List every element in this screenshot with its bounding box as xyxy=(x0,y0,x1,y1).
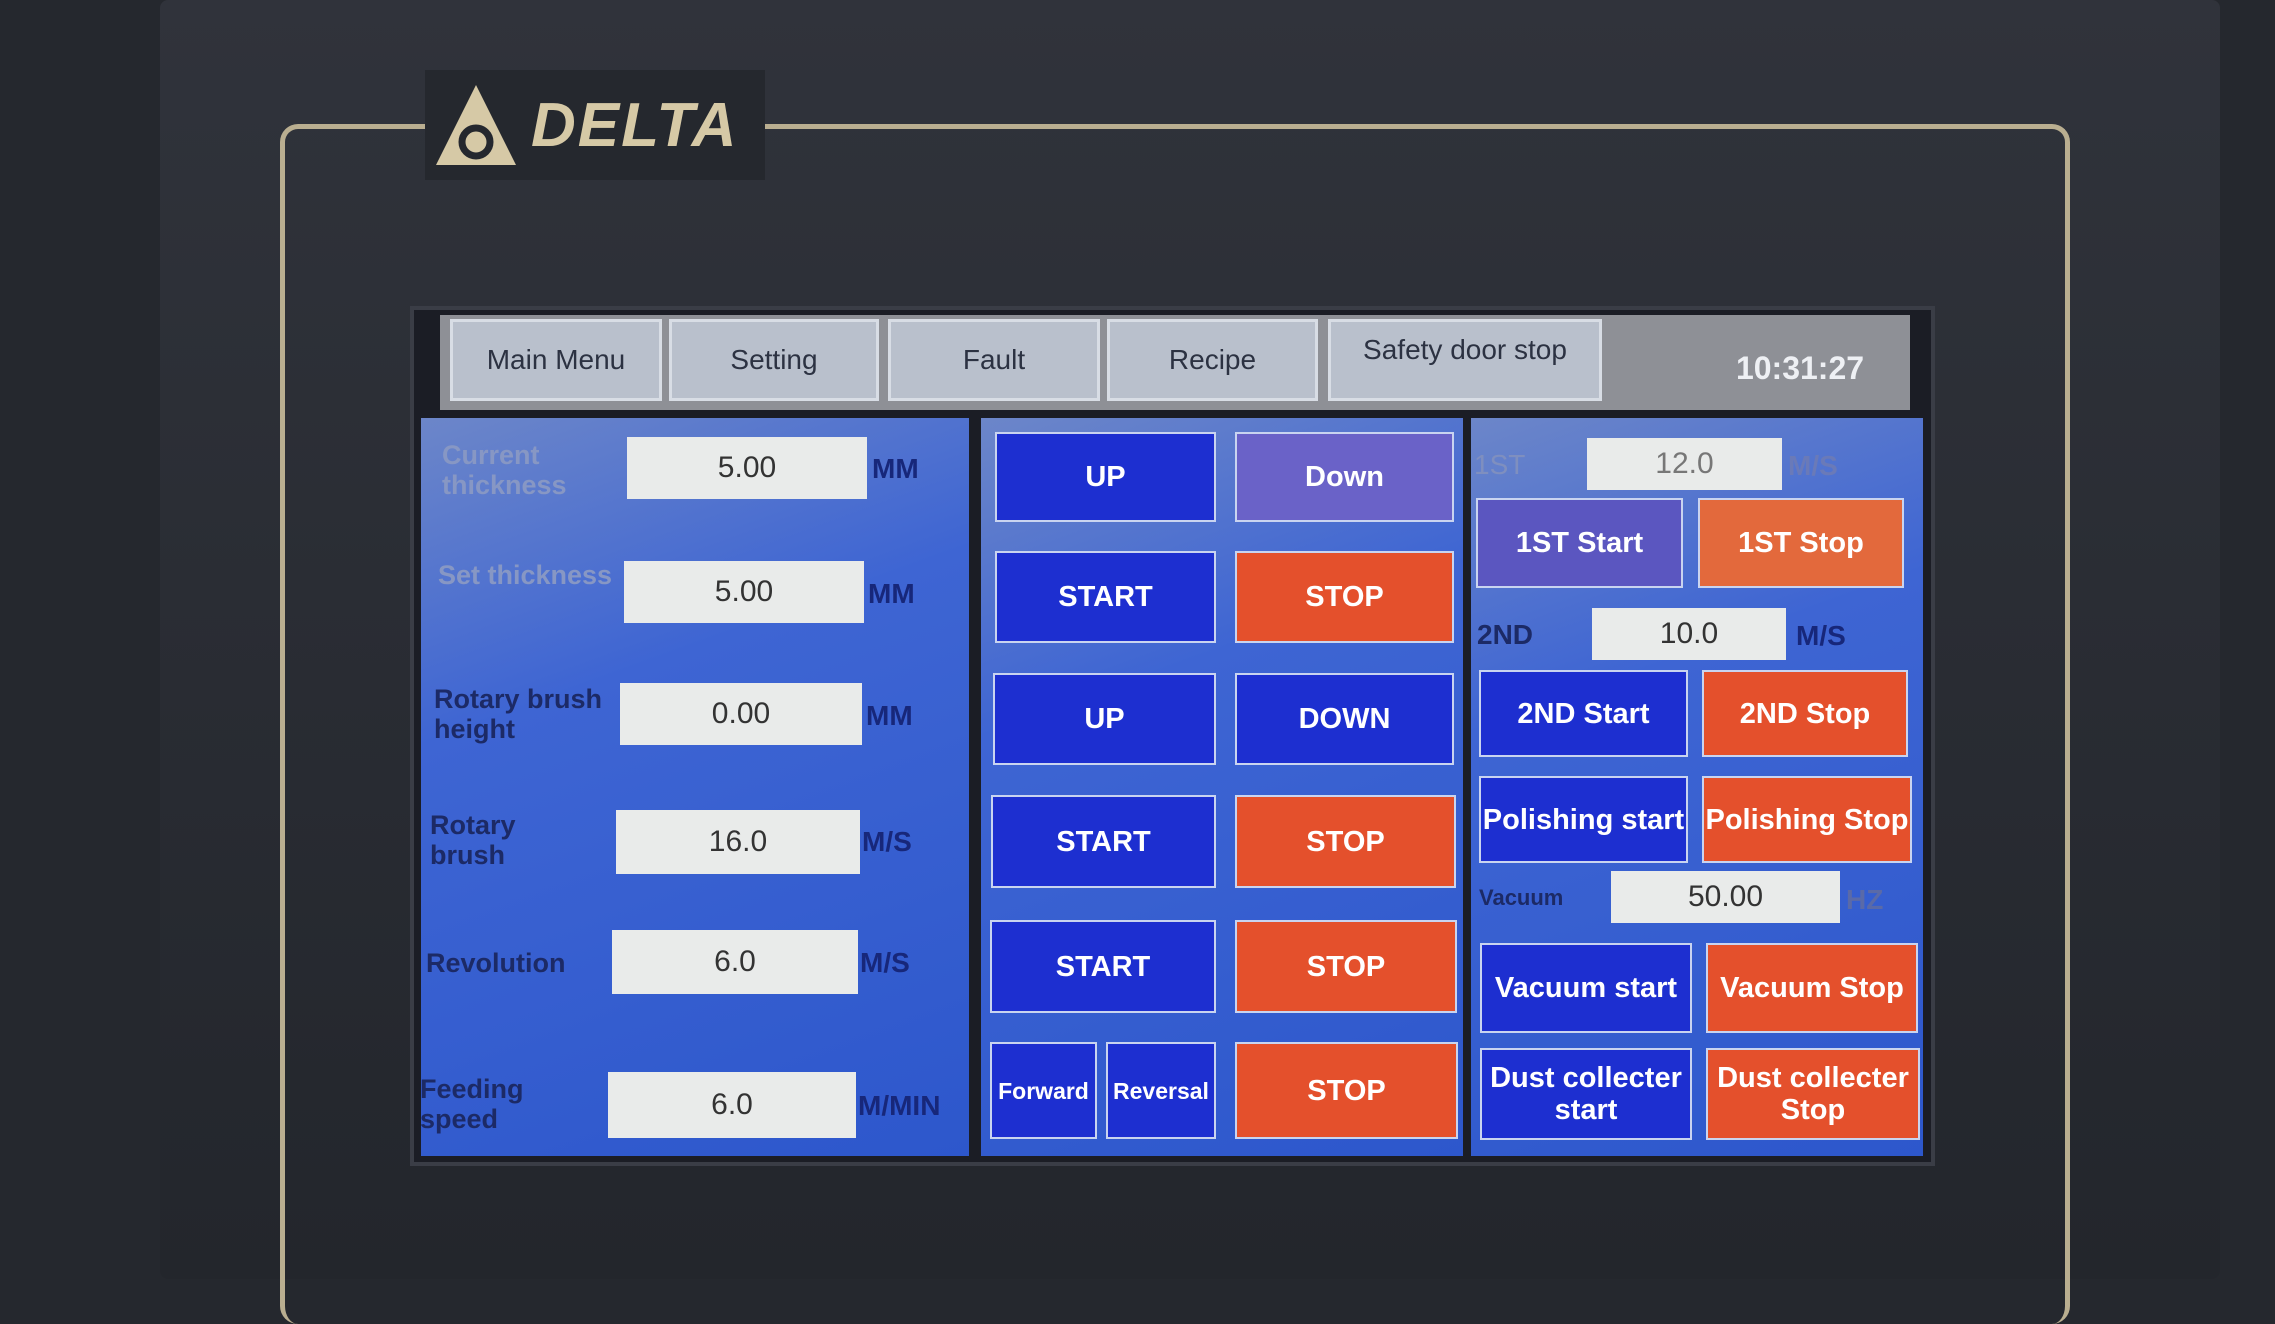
forward-button[interactable]: Forward xyxy=(990,1042,1097,1139)
feeding-speed-unit: M/MIN xyxy=(858,1090,941,1121)
first-start-button[interactable]: 1ST Start xyxy=(1476,498,1683,588)
current-thickness-unit: MM xyxy=(872,453,919,484)
feeding-speed-field[interactable]: 6.0 xyxy=(608,1072,856,1138)
stop-button-2[interactable]: STOP xyxy=(1235,795,1456,888)
rotary-brush-unit: M/S xyxy=(862,826,912,857)
second-stop-button[interactable]: 2ND Stop xyxy=(1702,670,1908,757)
polishing-stop-button[interactable]: Polishing Stop xyxy=(1702,776,1912,863)
set-thickness-label: Set thickness xyxy=(438,560,613,590)
feed-stop-button[interactable]: STOP xyxy=(1235,1042,1458,1139)
start-button-3[interactable]: START xyxy=(990,920,1216,1013)
first-motor-speed-field[interactable]: 12.0 xyxy=(1587,438,1782,490)
second-motor-label: 2ND xyxy=(1477,619,1534,650)
dust-collector-stop-button[interactable]: Dust collecter Stop xyxy=(1706,1048,1920,1140)
logo-text: DELTA xyxy=(531,90,739,160)
second-motor-unit: M/S xyxy=(1796,620,1846,651)
feeding-speed-label: Feeding speed xyxy=(420,1074,524,1134)
parameters-panel xyxy=(421,418,969,1156)
rotary-brush-label: Rotary brush xyxy=(430,810,516,870)
start-button-1[interactable]: START xyxy=(995,551,1216,643)
first-motor-unit: M/S xyxy=(1788,450,1838,481)
thickness-up-button[interactable]: UP xyxy=(995,432,1216,522)
vacuum-stop-button[interactable]: Vacuum Stop xyxy=(1706,943,1918,1033)
thickness-down-button[interactable]: Down xyxy=(1235,432,1454,522)
bezel-frame-line xyxy=(280,124,2070,1324)
rotary-brush-field[interactable]: 16.0 xyxy=(616,810,860,874)
tab-safety-door-stop[interactable]: Safety door stop xyxy=(1328,319,1602,401)
rotary-brush-height-unit: MM xyxy=(866,700,913,731)
brush-up-button[interactable]: UP xyxy=(993,673,1216,765)
dust-collector-start-button[interactable]: Dust collecter start xyxy=(1480,1048,1692,1140)
tab-setting[interactable]: Setting xyxy=(669,319,879,401)
revolution-unit: M/S xyxy=(860,947,910,978)
second-start-button[interactable]: 2ND Start xyxy=(1479,670,1688,757)
vacuum-start-button[interactable]: Vacuum start xyxy=(1480,943,1692,1033)
current-thickness-label: Current thickness xyxy=(442,440,567,500)
vacuum-label: Vacuum xyxy=(1479,885,1564,910)
controls-panel xyxy=(981,418,1463,1156)
rotary-brush-height-field[interactable]: 0.00 xyxy=(620,683,862,745)
clock: 10:31:27 xyxy=(1735,350,1865,386)
tab-fault[interactable]: Fault xyxy=(888,319,1100,401)
delta-triangle-icon xyxy=(436,85,516,165)
stop-button-3[interactable]: STOP xyxy=(1235,920,1457,1013)
revolution-field[interactable]: 6.0 xyxy=(612,930,858,994)
start-button-2[interactable]: START xyxy=(991,795,1216,888)
set-thickness-unit: MM xyxy=(868,578,915,609)
vacuum-unit: HZ xyxy=(1846,884,1884,915)
vacuum-frequency-field[interactable]: 50.00 xyxy=(1611,871,1840,923)
first-stop-button[interactable]: 1ST Stop xyxy=(1698,498,1904,588)
current-thickness-field[interactable]: 5.00 xyxy=(627,437,867,499)
tab-recipe[interactable]: Recipe xyxy=(1107,319,1318,401)
tab-main-menu[interactable]: Main Menu xyxy=(450,319,662,401)
revolution-label: Revolution xyxy=(426,948,566,978)
stop-button-1[interactable]: STOP xyxy=(1235,551,1454,643)
polishing-start-button[interactable]: Polishing start xyxy=(1479,776,1688,863)
reversal-button[interactable]: Reversal xyxy=(1106,1042,1216,1139)
first-motor-label: 1ST xyxy=(1474,449,1526,480)
second-motor-speed-field[interactable]: 10.0 xyxy=(1592,608,1786,660)
delta-logo: DELTA xyxy=(425,70,765,180)
rotary-brush-height-label: Rotary brush height xyxy=(434,684,603,744)
brush-down-button[interactable]: DOWN xyxy=(1235,673,1454,765)
set-thickness-field[interactable]: 5.00 xyxy=(624,561,864,623)
